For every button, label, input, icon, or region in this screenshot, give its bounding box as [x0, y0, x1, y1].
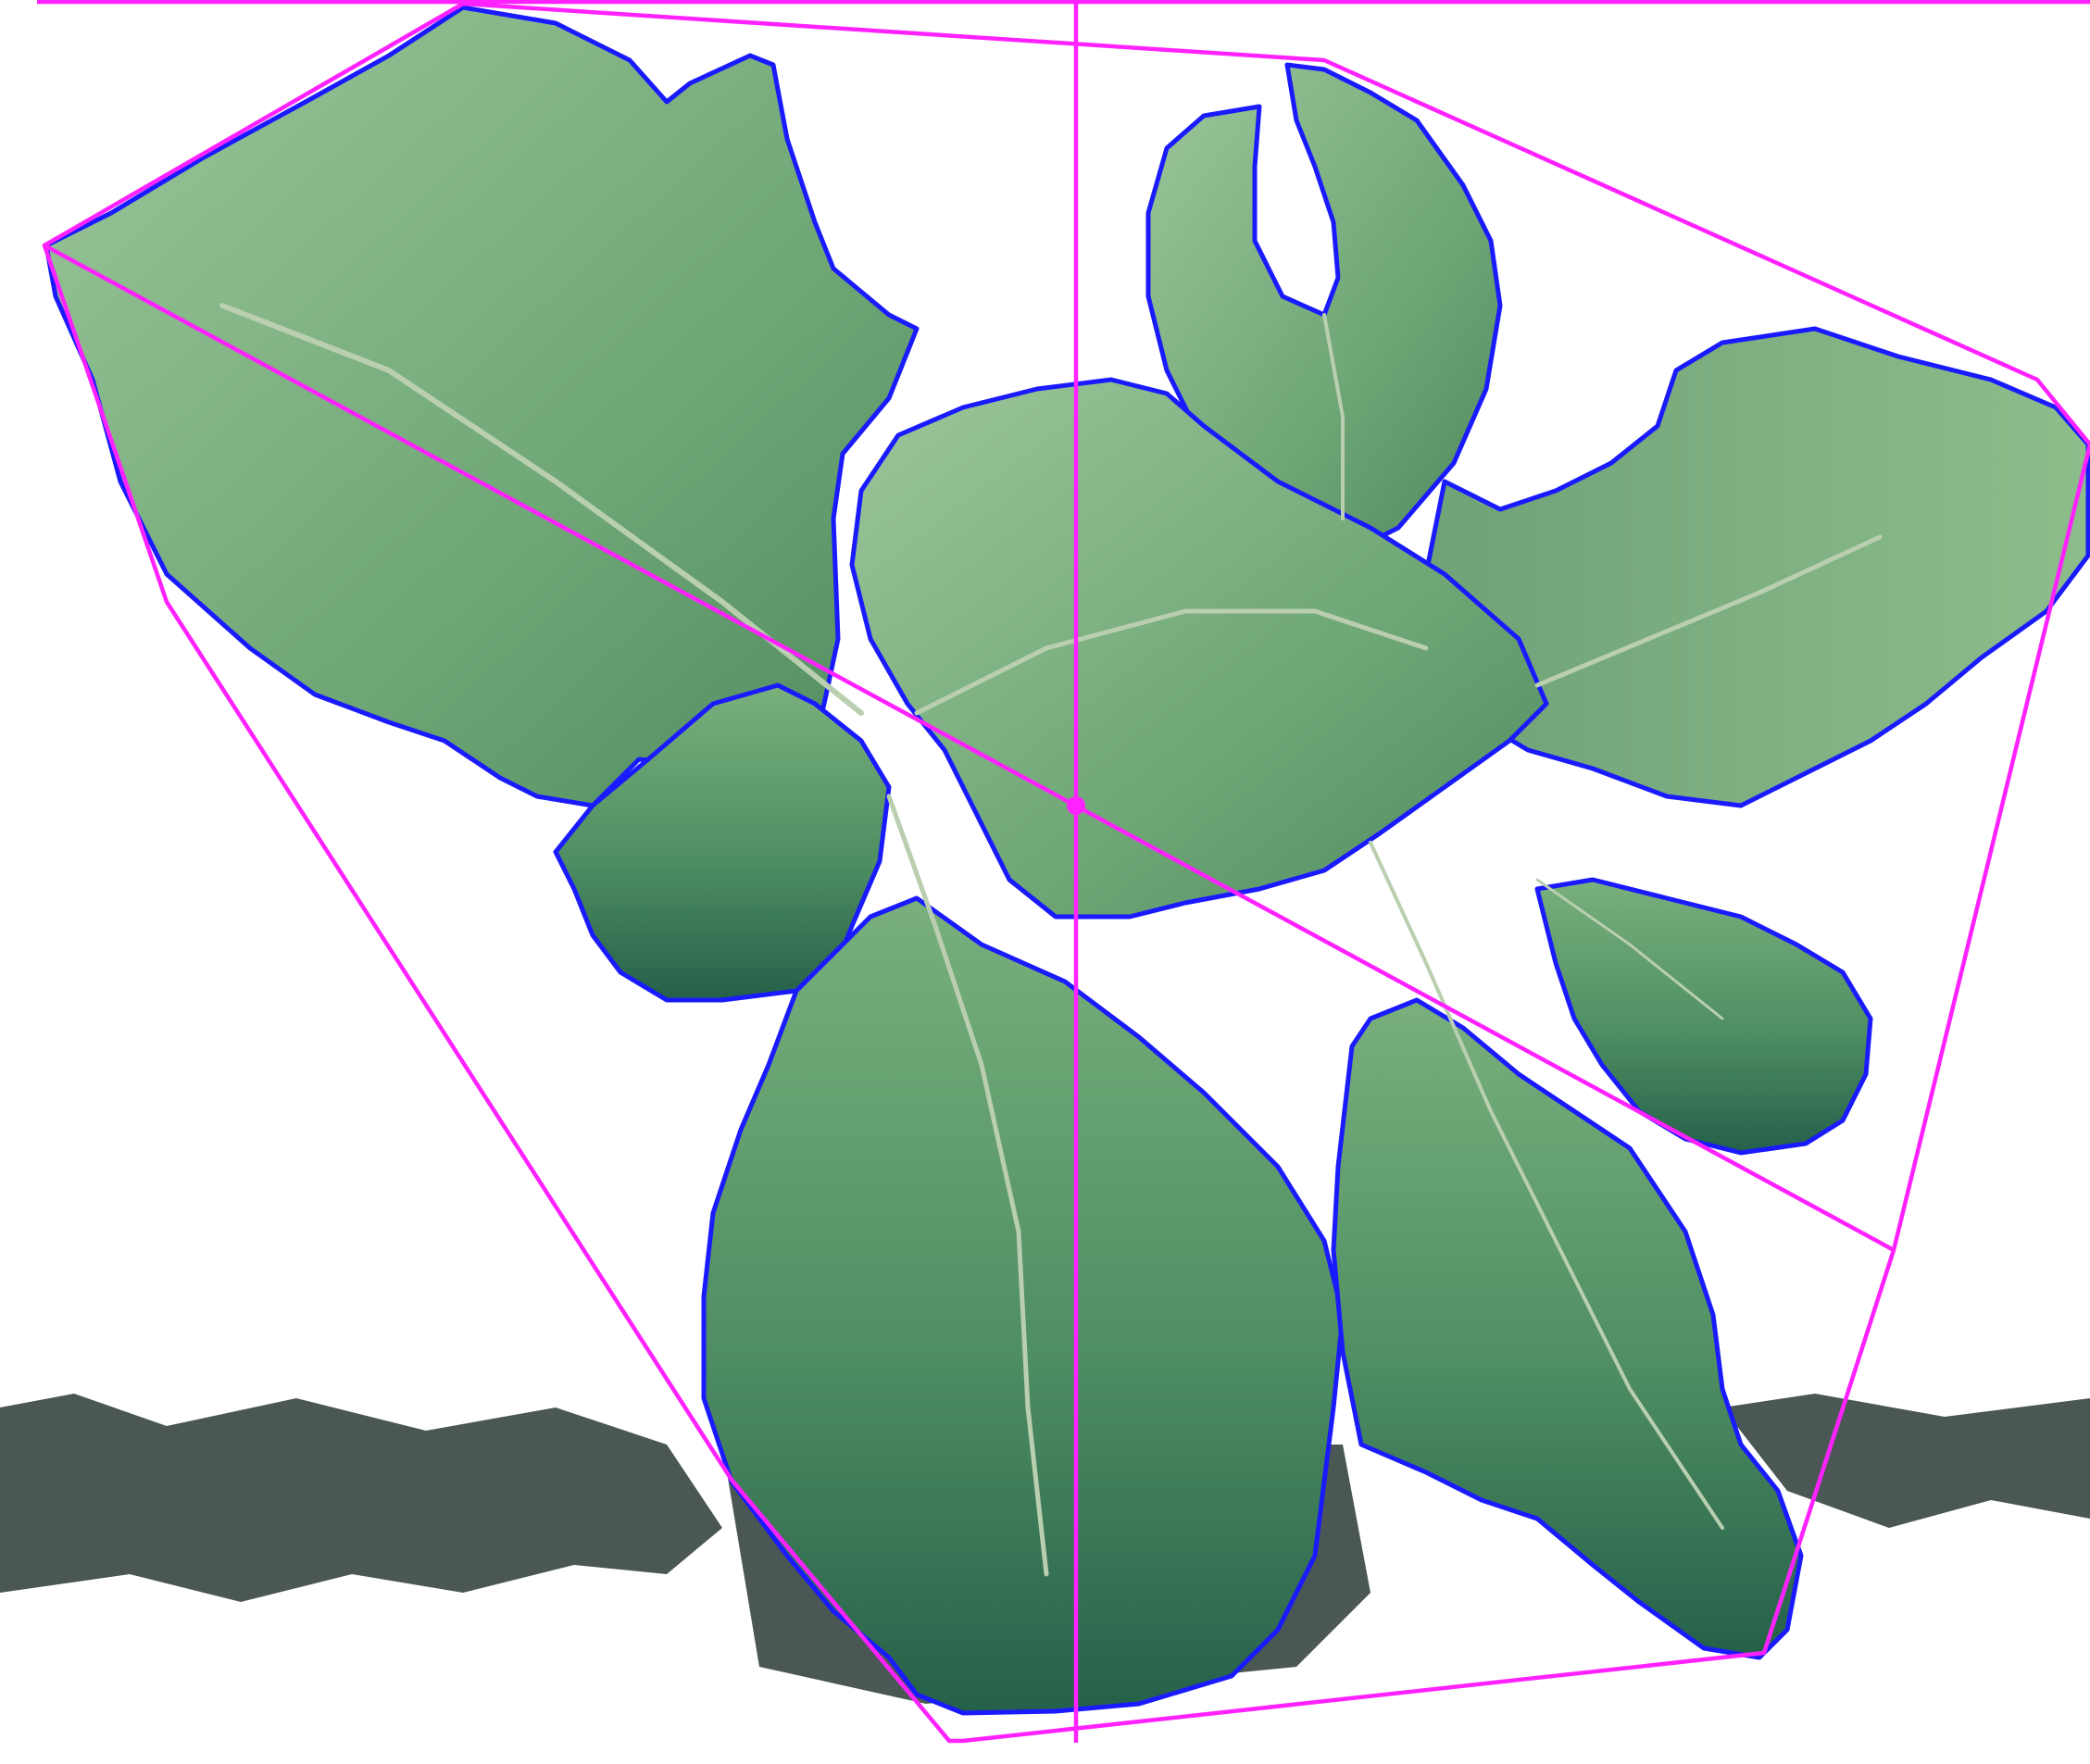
leaf-upper-left [44, 5, 920, 808]
convex-hull [42, 1, 2090, 1744]
leaves [44, 5, 2090, 1716]
leaf-bottom-right [1331, 997, 1804, 1660]
leaf-right [1423, 326, 2090, 808]
centroid-marker [1067, 796, 1085, 815]
leaf-small-right [1534, 877, 1873, 1156]
leaf-upper-middle-right [1145, 62, 1503, 549]
hull-overlay [37, 0, 2090, 1744]
leaf-center [849, 377, 1549, 920]
diagonal-axis-line [43, 244, 1896, 1252]
